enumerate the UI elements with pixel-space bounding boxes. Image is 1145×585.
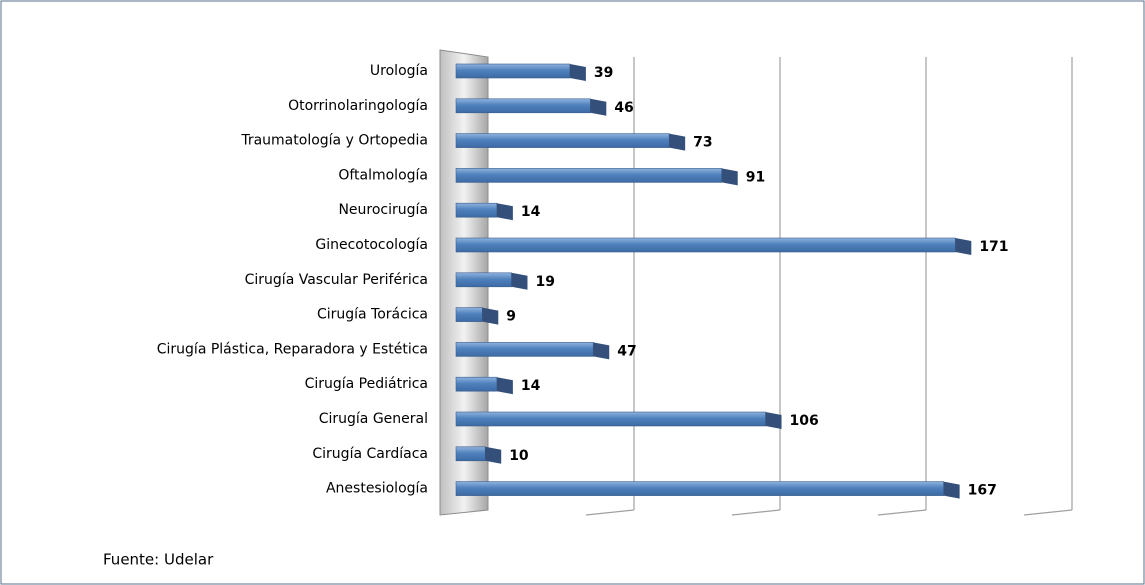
bar [455,376,498,392]
y-tick-label: Cirugía Vascular Periférica [245,272,428,288]
value-label: 47 [617,343,636,359]
y-tick-label: Cirugía Cardíaca [312,446,428,462]
bar-end [496,377,513,395]
bar-end [496,203,513,221]
bar-end [482,307,499,325]
bar [455,237,956,253]
y-tick-label: Cirugía Torácica [317,307,428,323]
bar [455,411,766,427]
value-label: 14 [521,378,541,394]
value-label: 91 [746,169,765,185]
value-label: 39 [594,65,613,81]
value-label: 171 [979,239,1008,255]
y-tick-label: Anestesiología [326,481,428,497]
bar-end [569,64,586,81]
value-label: 167 [968,483,997,499]
y-tick-label: Cirugía General [319,411,428,427]
y-tick-label: Traumatología y Ortopedia [240,133,428,149]
value-label: 9 [506,309,516,325]
bar [455,307,483,322]
y-tick-label: Cirugía Plástica, Reparadora y Estética [157,341,428,357]
bar [455,481,944,496]
bar [455,272,512,288]
bar [455,63,571,79]
y-tick-label: Otorrinolaringología [288,98,428,114]
y-tick-label: Ginecotocología [315,237,428,253]
bar [455,168,723,183]
y-tick-label: Oftalmología [338,167,428,183]
bar-end [593,342,610,360]
value-label: 19 [535,274,554,290]
bar-end [669,133,686,151]
value-label: 10 [509,448,529,464]
bar-end [485,446,502,464]
bar-end [511,272,528,290]
bar [455,202,498,218]
value-label: 46 [614,100,633,116]
bar [455,133,670,148]
y-tick-label: Cirugía Pediátrica [305,376,428,392]
value-label: 106 [790,413,819,429]
bar-end [590,98,607,116]
bar-end [765,412,782,429]
bar [455,342,594,357]
value-label: 73 [693,135,712,151]
bar-end [943,481,960,499]
grid-floor [585,509,635,516]
bar-end [955,238,972,255]
grid-floor [731,509,781,516]
value-label: 14 [521,204,541,220]
y-tick-label: Neurocirugía [338,202,428,218]
grid-floor [1023,509,1073,516]
grid-floor [877,509,927,516]
bar [455,98,591,114]
bar [455,446,486,462]
y-tick-label: Urología [370,63,428,79]
bar-end [721,168,738,186]
source-note: Fuente: Udelar [103,551,214,569]
